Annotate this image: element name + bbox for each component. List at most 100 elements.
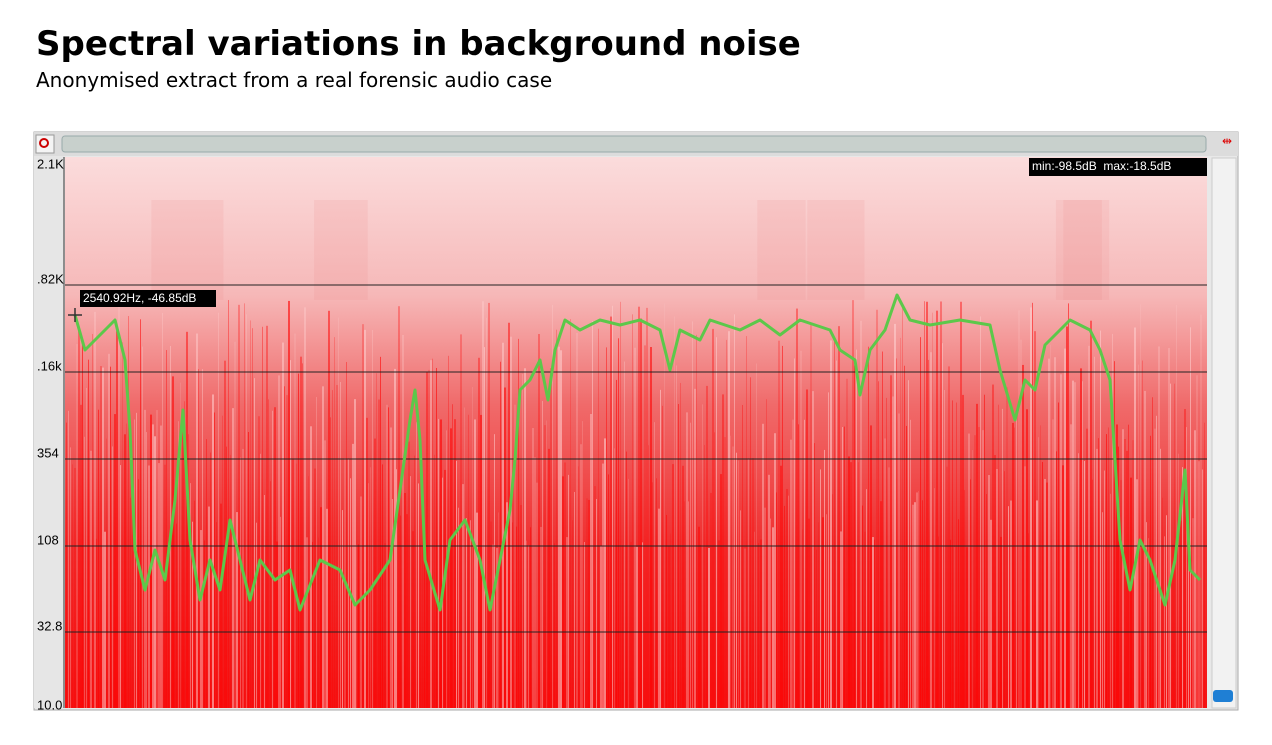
- streak: [628, 478, 629, 708]
- streak: [1094, 356, 1095, 708]
- streak: [826, 514, 827, 708]
- streak: [1006, 387, 1008, 708]
- streak: [326, 508, 328, 708]
- streak: [620, 301, 621, 708]
- streak: [528, 545, 529, 708]
- streak: [474, 419, 476, 708]
- streak: [850, 462, 852, 708]
- streak: [232, 408, 234, 708]
- streak: [174, 507, 175, 708]
- streak: [588, 499, 590, 708]
- streak: [976, 403, 978, 708]
- streak: [650, 347, 652, 708]
- streak: [1142, 360, 1143, 708]
- streak: [812, 391, 814, 708]
- streak: [636, 546, 638, 708]
- streak: [240, 457, 241, 708]
- range-readout-box: [1029, 158, 1207, 176]
- streak: [426, 372, 428, 708]
- streak: [130, 497, 131, 708]
- streak: [674, 316, 675, 708]
- band: [757, 200, 806, 300]
- streak: [262, 326, 263, 708]
- streak: [1078, 453, 1079, 708]
- streak: [556, 329, 557, 708]
- streak: [1114, 361, 1115, 708]
- streak: [98, 409, 99, 708]
- streak: [456, 460, 457, 708]
- streak: [948, 366, 950, 708]
- streak: [844, 426, 845, 708]
- streak: [716, 337, 717, 708]
- streak: [302, 363, 303, 708]
- streak: [916, 492, 918, 708]
- streak: [1102, 512, 1103, 708]
- streak: [274, 407, 276, 708]
- streak: [520, 505, 522, 708]
- streak: [952, 400, 953, 708]
- streak: [472, 387, 473, 708]
- streak: [82, 342, 83, 708]
- streak: [512, 522, 513, 708]
- streak: [996, 468, 998, 708]
- streak: [122, 342, 123, 708]
- streak: [412, 531, 414, 708]
- streak: [1110, 493, 1111, 708]
- streak: [980, 316, 981, 708]
- streak: [896, 358, 897, 708]
- streak: [888, 467, 890, 708]
- streak: [338, 317, 339, 708]
- streak: [304, 307, 306, 708]
- streak: [796, 308, 798, 708]
- streak: [794, 358, 795, 708]
- streak: [870, 425, 872, 708]
- streak: [124, 434, 126, 708]
- streak: [572, 520, 573, 708]
- streak: [808, 518, 810, 708]
- streak: [1128, 424, 1129, 708]
- streak: [236, 512, 238, 708]
- streak: [314, 468, 316, 708]
- streak: [834, 341, 835, 708]
- streak: [990, 519, 992, 708]
- streak: [1048, 358, 1050, 708]
- streak: [660, 389, 661, 708]
- streak: [70, 447, 71, 708]
- streak: [790, 439, 792, 708]
- streak: [396, 469, 397, 708]
- streak: [1090, 320, 1092, 708]
- streak: [320, 507, 322, 708]
- streak: [1160, 448, 1161, 708]
- streak: [316, 397, 317, 708]
- streak: [524, 368, 526, 708]
- streak: [568, 474, 569, 708]
- streak: [740, 510, 741, 708]
- streak: [886, 397, 887, 708]
- cursor-readout-box: [80, 290, 216, 307]
- streak: [300, 356, 302, 708]
- streak: [92, 334, 93, 708]
- streak: [516, 526, 517, 708]
- zoom-button[interactable]: [35, 134, 55, 154]
- streak: [342, 510, 343, 708]
- streak: [178, 421, 179, 708]
- scroll-thumb[interactable]: [1213, 690, 1233, 702]
- streak: [410, 476, 411, 708]
- streak: [502, 342, 504, 708]
- streak: [1194, 430, 1196, 708]
- streak: [532, 428, 534, 708]
- streak: [788, 495, 789, 708]
- vertical-scrollbar[interactable]: [1211, 157, 1237, 709]
- streak: [168, 539, 169, 708]
- streak: [418, 483, 419, 708]
- streak: [560, 350, 562, 708]
- horizontal-scrollbar[interactable]: [61, 135, 1207, 153]
- streak: [330, 417, 331, 708]
- streak: [386, 404, 388, 708]
- streak: [1108, 427, 1109, 708]
- streak: [182, 414, 184, 708]
- streak: [544, 425, 546, 708]
- streak: [804, 419, 805, 708]
- streak: [438, 418, 439, 708]
- streak: [288, 300, 290, 708]
